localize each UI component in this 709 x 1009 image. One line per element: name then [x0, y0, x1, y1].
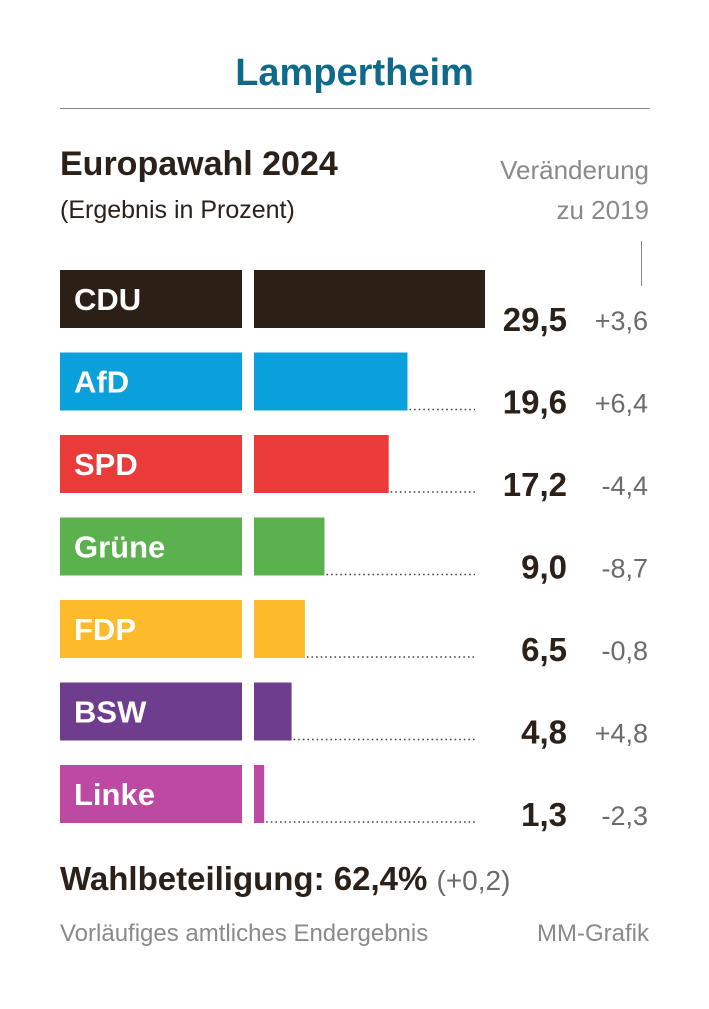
- change-label: -2,3: [601, 801, 648, 831]
- chart-title: Europawahl 2024: [60, 145, 338, 183]
- party-label-box: [60, 517, 242, 576]
- change-header: Veränderung zu 2019: [389, 150, 649, 230]
- chart-subtitle: (Ergebnis in Prozent): [60, 196, 295, 224]
- value-label: 4,8: [521, 714, 567, 751]
- value-label: 17,2: [503, 466, 567, 503]
- value-label: 1,3: [521, 796, 567, 833]
- change-label: +4,8: [595, 719, 648, 749]
- change-label: -8,7: [601, 554, 648, 584]
- bar: [254, 600, 305, 658]
- credit-note: MM-Grafik: [537, 920, 649, 947]
- value-label: 19,6: [503, 384, 567, 421]
- party-label: FDP: [74, 612, 136, 647]
- bar: [254, 517, 325, 576]
- header-divider: [60, 108, 650, 109]
- change-label: +3,6: [595, 306, 648, 336]
- bar: [254, 682, 292, 741]
- bar: [254, 765, 265, 823]
- change-header-line-2: zu 2019: [556, 195, 649, 225]
- party-label-box: [60, 682, 242, 741]
- party-label-box: [60, 352, 242, 411]
- change-label: -4,4: [601, 471, 648, 501]
- value-label: 6,5: [521, 631, 567, 668]
- place-title: Lampertheim: [235, 52, 474, 94]
- party-label: SPD: [74, 447, 138, 482]
- bar: [254, 435, 389, 493]
- turnout-text: Wahlbeteiligung: 62,4%: [60, 860, 428, 897]
- change-label: +6,4: [595, 389, 648, 419]
- party-label: Grüne: [74, 530, 165, 565]
- party-label-box: [60, 600, 242, 658]
- party-label: CDU: [74, 282, 141, 317]
- change-label: -0,8: [601, 636, 648, 666]
- turnout-line: Wahlbeteiligung: 62,4% (+0,2): [60, 860, 510, 898]
- party-label: AfD: [74, 365, 129, 400]
- turnout-change: (+0,2): [436, 865, 511, 896]
- bar: [254, 352, 408, 411]
- party-label-box: [60, 765, 242, 823]
- source-note: Vorläufiges amtliches Endergebnis: [60, 920, 429, 947]
- value-label: 9,0: [521, 549, 567, 586]
- party-label-box: [60, 435, 242, 493]
- party-label: Linke: [74, 777, 155, 812]
- bar: [254, 270, 485, 328]
- change-header-tick: [641, 241, 642, 286]
- party-label: BSW: [74, 695, 147, 730]
- party-label-box: [60, 270, 242, 328]
- change-header-line-1: Veränderung: [500, 155, 649, 185]
- value-label: 29,5: [503, 301, 567, 338]
